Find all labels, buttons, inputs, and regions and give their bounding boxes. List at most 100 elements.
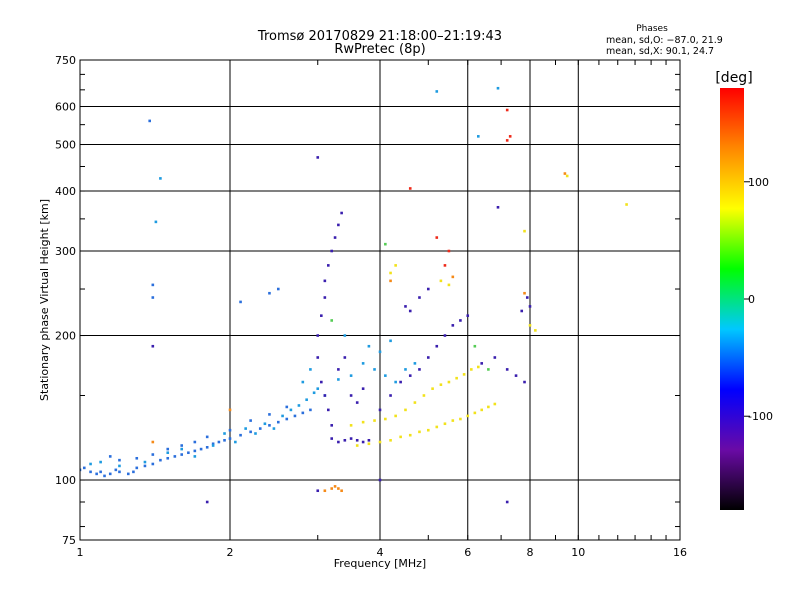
colorbar-ticks: 100 0 -100 [744, 176, 773, 423]
data-point [496, 86, 500, 90]
data-point [404, 368, 407, 371]
x-tick-label: 2 [227, 546, 234, 559]
data-point [337, 487, 340, 490]
data-point [431, 387, 434, 390]
data-point [447, 249, 451, 253]
data-point [426, 287, 430, 291]
data-point [349, 374, 353, 377]
data-point [180, 444, 184, 447]
data-point [293, 414, 297, 418]
data-point [82, 466, 86, 470]
data-point [384, 374, 387, 377]
data-point [373, 419, 376, 422]
y-tick-label: 750 [55, 54, 76, 67]
y-tick-label: 400 [55, 185, 76, 198]
data-point [154, 220, 158, 224]
data-point [205, 435, 209, 439]
x-tick-label: 4 [377, 546, 384, 559]
data-point [508, 135, 512, 138]
data-point [404, 408, 407, 412]
data-point [151, 344, 155, 348]
data-point [205, 446, 209, 449]
data-point [505, 368, 509, 371]
data-point [135, 466, 139, 470]
colorbar-tick-label: 100 [748, 176, 769, 189]
y-tick-label: 600 [55, 101, 76, 114]
data-point [281, 414, 284, 418]
data-point [447, 283, 451, 287]
data-point [323, 489, 327, 493]
data-point [114, 468, 118, 472]
data-point [408, 187, 412, 190]
data-point [316, 387, 320, 390]
data-point [272, 427, 276, 430]
data-point [473, 344, 477, 348]
data-point [199, 447, 203, 451]
data-point [337, 368, 340, 371]
data-point [103, 474, 106, 478]
data-point [223, 432, 226, 435]
data-point [340, 489, 343, 493]
data-point [126, 472, 130, 476]
x-tick-label: 16 [673, 546, 687, 559]
x-tick-label: 6 [464, 546, 471, 559]
data-point [459, 319, 462, 322]
data-point [239, 433, 242, 437]
data-point [394, 414, 397, 418]
data-point [173, 455, 177, 458]
data-point [394, 380, 397, 384]
data-point [523, 380, 526, 384]
data-point [565, 174, 569, 178]
data-point [211, 442, 215, 446]
data-point [330, 319, 334, 322]
data-point [487, 405, 490, 409]
data-point [435, 425, 439, 429]
data-point [422, 394, 426, 397]
data-point [439, 383, 443, 386]
data-point [399, 435, 402, 439]
data-point [480, 408, 484, 412]
grid-lines [80, 60, 680, 540]
data-point [118, 464, 121, 468]
data-point [435, 344, 439, 348]
x-axis-label: Frequency [MHz] [334, 557, 426, 570]
data-point [159, 177, 162, 180]
data-point [361, 420, 365, 424]
data-point [268, 291, 271, 295]
data-point [118, 458, 121, 462]
data-point [99, 470, 102, 474]
data-point [180, 447, 184, 451]
data-point [301, 380, 305, 384]
info-heading: Phases [636, 24, 668, 34]
data-point [343, 438, 347, 442]
data-point [228, 437, 232, 440]
data-point [166, 451, 170, 455]
data-point [159, 458, 162, 462]
data-point [323, 394, 327, 397]
data-point [289, 408, 293, 412]
data-point [193, 440, 197, 444]
data-point [435, 236, 439, 239]
x-tick-label: 8 [527, 546, 534, 559]
data-point [413, 362, 417, 365]
data-point [108, 455, 112, 458]
data-point [143, 460, 147, 464]
data-point [249, 419, 252, 422]
data-point [355, 444, 359, 447]
colorbar [720, 88, 744, 510]
data-point [330, 249, 334, 253]
data-point [301, 411, 305, 415]
data-point [330, 424, 334, 427]
data-point [276, 420, 280, 424]
data-point [389, 438, 392, 442]
data-point [528, 305, 532, 308]
data-point [493, 402, 497, 406]
data-point [418, 368, 421, 371]
data-point [323, 296, 327, 299]
data-point [455, 376, 458, 380]
data-point [268, 424, 271, 427]
data-point [373, 368, 376, 371]
data-point [451, 324, 455, 327]
data-point [285, 405, 289, 409]
